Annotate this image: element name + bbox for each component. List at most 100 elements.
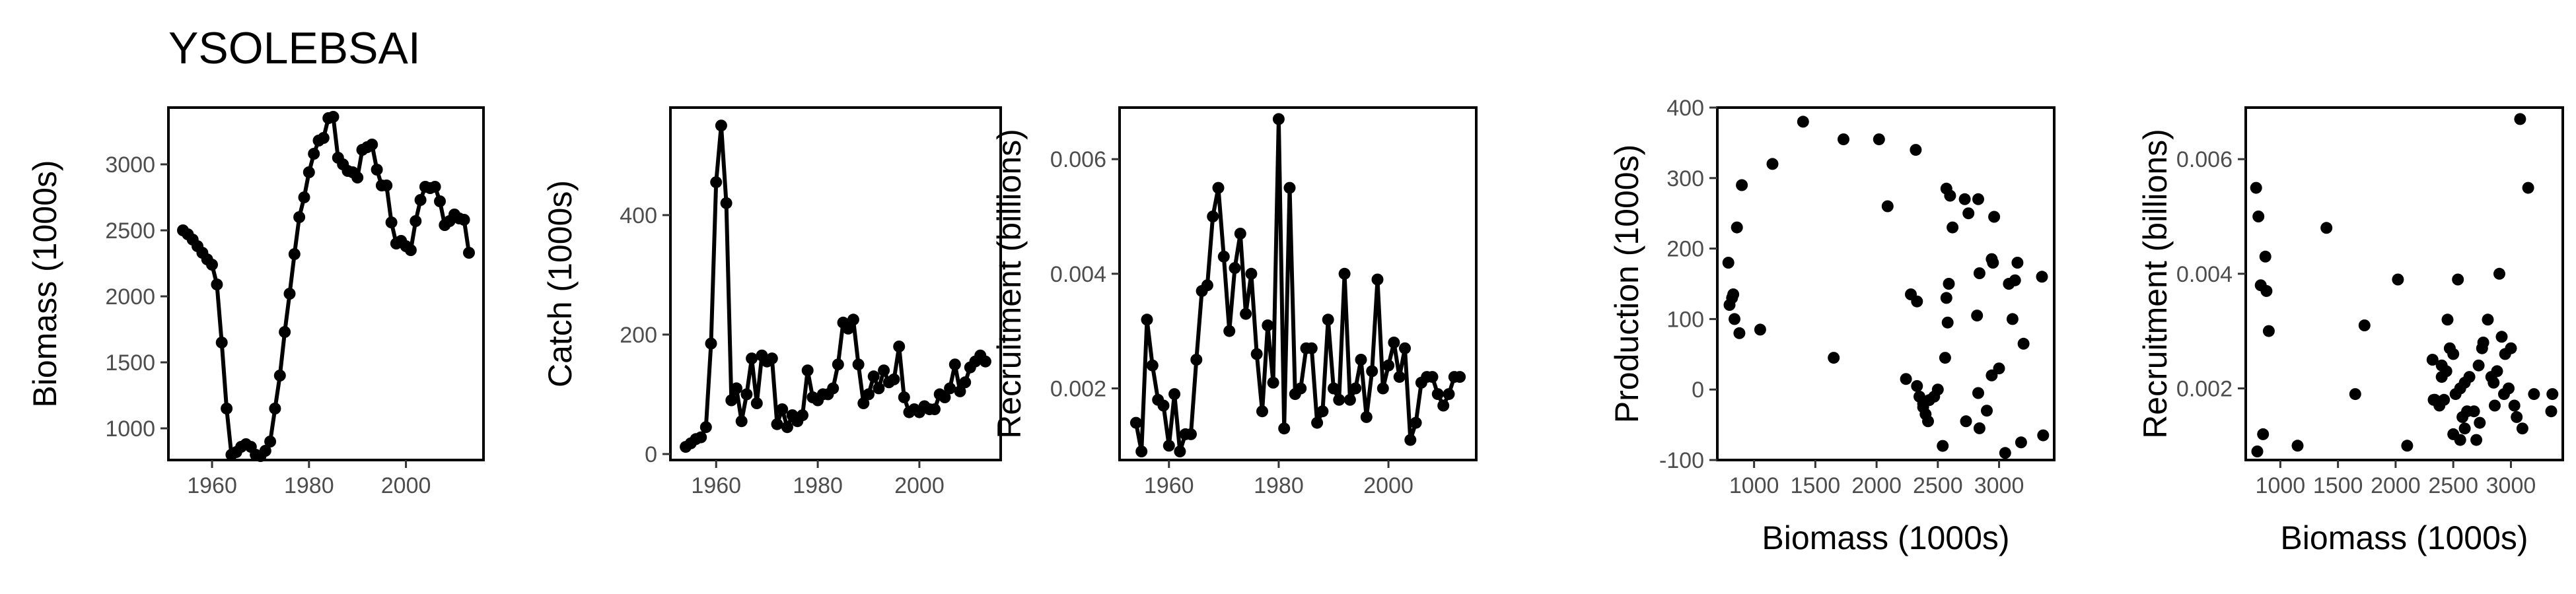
data-point — [2252, 211, 2265, 222]
data-point — [1223, 325, 1236, 337]
data-point — [863, 388, 875, 401]
data-point — [380, 180, 393, 191]
data-point — [1900, 373, 1912, 385]
data-point — [2440, 365, 2452, 378]
data-point — [2260, 284, 2273, 297]
data-point — [273, 370, 286, 381]
data-point — [2447, 428, 2460, 440]
data-point — [2458, 422, 2471, 435]
data-point — [1278, 422, 1291, 435]
data-point — [2429, 393, 2441, 406]
x-tick-label: 1960 — [187, 473, 237, 498]
data-point — [2262, 325, 2275, 337]
data-point — [410, 215, 422, 227]
data-point — [1981, 405, 1993, 417]
data-point — [2477, 337, 2489, 348]
data-point — [715, 119, 727, 132]
y-tick-label: 200 — [620, 323, 657, 348]
x-tick-label: 1500 — [1791, 473, 1841, 498]
data-point — [1971, 310, 1984, 322]
y-tick-label: 0.006 — [2176, 147, 2233, 172]
panel-1: 1000 1500 2000 2500 3000 1960 1980 2000 Biomass … — [26, 106, 485, 498]
x-tick-label: 2000 — [381, 473, 431, 498]
data-point — [857, 397, 870, 409]
data-point — [1962, 207, 1975, 220]
plot-frame — [167, 106, 485, 461]
data-point — [1185, 428, 1197, 440]
data-point — [211, 279, 223, 290]
data-point — [371, 164, 383, 176]
data-point — [867, 370, 880, 383]
data-point — [1316, 405, 1329, 418]
data-point — [2320, 222, 2333, 234]
data-point — [766, 352, 778, 365]
data-point — [1940, 182, 1952, 195]
data-point — [781, 421, 793, 434]
data-point — [1141, 314, 1153, 326]
data-point — [1973, 422, 1986, 434]
data-point — [1371, 273, 1384, 286]
data-point — [1733, 327, 1746, 339]
panel-3: 0.002 0.004 0.006 1960 1980 2000 Recruitment (… — [991, 106, 1478, 498]
data-point — [269, 403, 281, 414]
data-point — [1256, 405, 1268, 418]
data-point — [1146, 359, 1159, 372]
y-axis-label: Production (1000s) — [1608, 145, 1645, 423]
data-point — [898, 391, 910, 403]
data-point — [2508, 399, 2521, 412]
data-point — [1129, 416, 1142, 429]
data-point — [2511, 411, 2523, 423]
data-point — [1360, 411, 1373, 423]
data-point — [2257, 428, 2270, 440]
y-tick-label: 3000 — [105, 152, 155, 178]
data-point — [2489, 399, 2501, 412]
data-point — [283, 288, 296, 300]
data-point — [797, 409, 808, 422]
data-point — [2037, 429, 2050, 442]
data-point — [1943, 278, 1955, 290]
data-point — [1410, 416, 1422, 429]
data-point — [2358, 319, 2371, 331]
data-point — [1754, 323, 1766, 336]
data-point — [2505, 342, 2517, 354]
data-point — [1295, 382, 1307, 395]
data-point — [827, 382, 840, 395]
data-point — [948, 358, 961, 371]
data-point — [1905, 288, 1917, 300]
data-point — [1797, 116, 1809, 128]
data-point — [2250, 182, 2262, 194]
data-point — [2503, 382, 2515, 395]
data-point — [2392, 273, 2404, 286]
data-point — [873, 382, 885, 395]
data-point — [2349, 388, 2361, 401]
plot-frame — [669, 106, 1002, 461]
data-point — [2487, 376, 2500, 389]
data-point — [1937, 440, 1949, 452]
data-point — [2514, 113, 2526, 125]
data-point — [2482, 314, 2494, 326]
data-point — [206, 259, 218, 271]
data-point — [695, 431, 707, 444]
data-point — [801, 364, 814, 377]
data-point — [1240, 308, 1252, 320]
data-point — [939, 391, 951, 403]
y-tick-label: 1500 — [105, 350, 155, 376]
data-point — [888, 373, 900, 385]
data-point — [303, 166, 315, 178]
y-tick-label: 0 — [645, 442, 657, 467]
data-point — [705, 337, 717, 350]
data-point — [2426, 354, 2439, 366]
data-point — [1399, 342, 1411, 354]
data-point — [308, 148, 320, 160]
data-point — [463, 247, 475, 259]
data-point — [429, 181, 441, 193]
data-point — [1999, 447, 2011, 459]
data-point — [293, 211, 306, 223]
data-point — [1163, 440, 1175, 452]
data-point — [1322, 314, 1334, 326]
data-point — [1343, 393, 1356, 406]
data-point — [979, 355, 991, 368]
x-tick-label: 2000 — [1363, 473, 1413, 498]
x-tick-label: 2500 — [1913, 473, 1963, 498]
